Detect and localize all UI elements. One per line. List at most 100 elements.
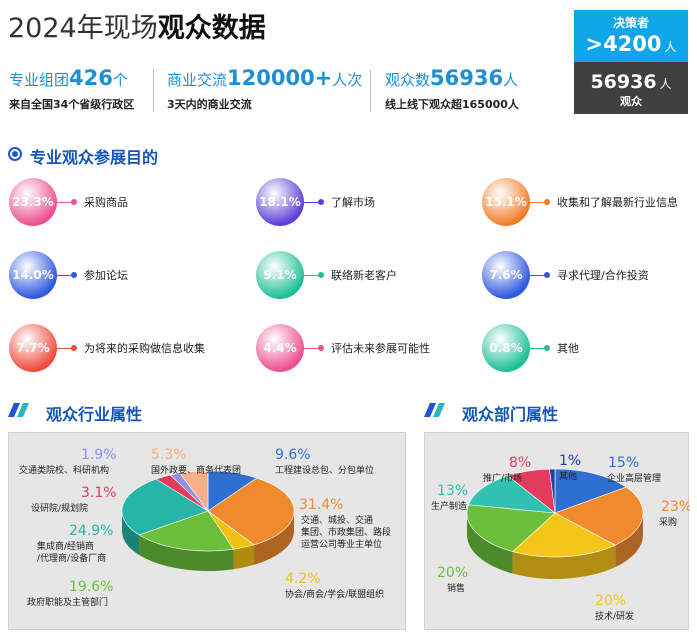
purpose-connector-dot xyxy=(71,199,77,205)
purpose-connector-dot xyxy=(318,345,324,351)
pie-value-label: 3.1% xyxy=(81,485,117,501)
stat-exchange: 商业交流120000+人次 3天内的商业交流 xyxy=(167,66,362,112)
purpose-label: 采购商品 xyxy=(84,196,128,209)
stat-visitors-suffix: 人 xyxy=(503,71,519,89)
purpose-item: 4.4% 评估未来参展可能性 xyxy=(256,324,486,374)
pie-slice xyxy=(179,470,209,512)
pie-value-label: 9.6% xyxy=(275,447,311,463)
audience-total-unit: 人 xyxy=(659,77,672,91)
purpose-connector-dot xyxy=(544,272,550,278)
department-pie-chart: 15%企业高层管理23%采购20%技术/研发20%销售13%生产制造8%推广/市… xyxy=(431,453,690,622)
pie-value-label: 19.6% xyxy=(69,579,113,595)
stat-visitors-prefix: 观众数 xyxy=(385,71,431,89)
pie-category-label: 采购 xyxy=(659,516,677,528)
pie-slice-side xyxy=(254,511,294,565)
pie-category-label: 其他 xyxy=(559,470,577,482)
purpose-label: 寻求代理/合作投资 xyxy=(557,269,649,282)
pie-value-label: 31.4% xyxy=(299,497,343,513)
purpose-title: 专业观众参展目的 xyxy=(30,148,159,167)
industry-title: 观众行业属性 xyxy=(46,405,143,424)
purpose-connector-line xyxy=(57,275,73,276)
department-title: 观众部门属性 xyxy=(462,405,559,424)
pie-slice xyxy=(554,468,627,514)
pie-category-label: 推广/市场 xyxy=(483,472,522,484)
pie-slice xyxy=(207,477,295,546)
pie-category-label: 工程建设总包、分包单位 xyxy=(275,464,374,476)
audience-total-label: 观众 xyxy=(620,95,642,108)
purpose-label: 了解市场 xyxy=(331,196,375,209)
purpose-label: 其他 xyxy=(557,342,579,355)
pie-slice-side xyxy=(122,511,140,555)
purpose-connector-line xyxy=(57,202,73,203)
purpose-percent-circle: 4.4% xyxy=(256,324,304,372)
stat-groups-suffix: 个 xyxy=(112,71,128,89)
purpose-percent-circle: 23.3% xyxy=(9,178,57,226)
purpose-item: 9.1% 联络新老客户 xyxy=(256,251,486,301)
purpose-label: 为将来的采购做信息收集 xyxy=(84,342,205,355)
purpose-label: 评估未来参展可能性 xyxy=(331,342,430,355)
title-regular: 2024年现场 xyxy=(8,13,158,44)
pie-slice-side xyxy=(233,544,255,570)
purpose-connector-dot xyxy=(318,199,324,205)
purpose-connector-line xyxy=(530,275,546,276)
pie-value-label: 15% xyxy=(608,455,639,471)
pie-slice xyxy=(554,486,644,546)
stat-groups-number: 426 xyxy=(69,66,113,90)
stat-exchange-desc: 3天内的商业交流 xyxy=(167,98,252,111)
purpose-percent-circle: 7.6% xyxy=(482,251,530,299)
stat-groups-prefix: 专业组团 xyxy=(9,71,70,89)
decision-maker-number: >4200 xyxy=(585,32,662,56)
purpose-percent-circle: 0.8% xyxy=(482,324,530,372)
purpose-item: 15.1% 收集和了解最新行业信息 xyxy=(482,178,697,228)
pie-category-label: 国外政要、商务代表团 xyxy=(151,464,241,476)
pie-category-label: 交通类院校、科研机构 xyxy=(19,464,109,476)
pie-category-label: 集成商/经销商 xyxy=(37,540,94,552)
purpose-connector-dot xyxy=(544,199,550,205)
stat-divider xyxy=(153,70,154,112)
purpose-item: 18.1% 了解市场 xyxy=(256,178,486,228)
purpose-connector-line xyxy=(304,275,320,276)
pie-category-label: 技术/研发 xyxy=(595,610,634,622)
purpose-item: 7.7% 为将来的采购做信息收集 xyxy=(9,324,239,374)
pie-category-label: 协会/商会/学会/联盟组织 xyxy=(285,588,384,600)
stat-visitors-desc: 线上线下观众超165000人 xyxy=(385,98,519,111)
pie-category-label: 政府职能及主管部门 xyxy=(27,596,108,608)
stat-divider xyxy=(370,70,371,112)
pie-slice xyxy=(549,468,556,514)
department-chart-panel: 15% 企业高层管理 23% 采购 20% 技术/研发 20% 销售 13% 生产制造 8% 推广/市… xyxy=(424,432,690,630)
pie-category-label: 设研院/规划院 xyxy=(31,502,88,514)
pie-category-label: 销售 xyxy=(447,582,465,594)
purpose-percent-circle: 18.1% xyxy=(256,178,304,226)
pie-value-label: 8% xyxy=(509,455,531,471)
decision-maker-box: 决策者 >4200 人 xyxy=(574,10,688,62)
purpose-connector-dot xyxy=(71,272,77,278)
purpose-connector-dot xyxy=(318,272,324,278)
pie-slice xyxy=(466,504,556,552)
purpose-item: 14.0% 参加论坛 xyxy=(9,251,239,301)
pie-slice xyxy=(512,512,616,558)
pie-slice xyxy=(121,478,209,536)
stat-exchange-prefix: 商业交流 xyxy=(167,71,228,89)
stat-exchange-number: 120000+ xyxy=(227,66,333,90)
stat-groups-desc: 来自全国34个省级行政区 xyxy=(9,98,135,111)
brand-stripes-icon xyxy=(424,403,445,417)
purpose-connector-line xyxy=(304,202,320,203)
purpose-label: 收集和了解最新行业信息 xyxy=(557,196,678,209)
purpose-item: 0.8% 其他 xyxy=(482,324,697,374)
industry-pie-chart: 9.6%工程建设总包、分包单位 31.4%交通、城投、交通集团、市政集团、路段运营… xyxy=(19,447,391,608)
stat-groups: 专业组团426个 来自全国34个省级行政区 xyxy=(9,66,134,112)
pie-slice xyxy=(138,510,235,552)
pie-value-label: 23% xyxy=(661,499,690,515)
purpose-label: 联络新老客户 xyxy=(331,269,397,282)
pie-value-label: 20% xyxy=(595,593,626,609)
pie-value-label: 5.3% xyxy=(151,447,187,463)
purpose-item: 7.6% 寻求代理/合作投资 xyxy=(482,251,697,301)
pie-slice-side xyxy=(615,513,643,568)
page-title: 2024年现场观众数据 xyxy=(8,6,266,45)
stat-exchange-suffix: 人次 xyxy=(332,71,363,89)
pie-category-label: /代理商/设备厂商 xyxy=(37,552,106,564)
industry-chart-panel: 9.6% 工程建设总包、分包单位 31.4% 交通、城投、交通 集团、市政集团、路段 运营… xyxy=(8,432,406,630)
decision-maker-value: >4200 人 xyxy=(574,32,688,56)
pie-slice-side xyxy=(139,534,234,571)
purpose-connector-line xyxy=(530,202,546,203)
